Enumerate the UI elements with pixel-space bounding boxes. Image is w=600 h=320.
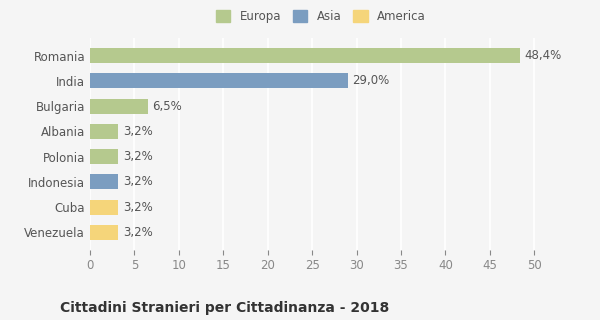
Legend: Europa, Asia, America: Europa, Asia, America xyxy=(213,6,429,27)
Text: 3,2%: 3,2% xyxy=(123,150,152,163)
Bar xyxy=(90,48,520,63)
Text: 3,2%: 3,2% xyxy=(123,226,152,239)
Bar xyxy=(90,99,148,114)
Bar xyxy=(90,124,118,139)
Text: 29,0%: 29,0% xyxy=(352,74,389,87)
Text: 3,2%: 3,2% xyxy=(123,125,152,138)
Bar xyxy=(90,200,118,215)
Text: 6,5%: 6,5% xyxy=(152,100,182,113)
Text: 3,2%: 3,2% xyxy=(123,175,152,188)
Text: 3,2%: 3,2% xyxy=(123,201,152,214)
Bar xyxy=(90,225,118,240)
Bar xyxy=(90,149,118,164)
Bar xyxy=(90,73,347,88)
Text: Cittadini Stranieri per Cittadinanza - 2018: Cittadini Stranieri per Cittadinanza - 2… xyxy=(60,301,389,315)
Bar xyxy=(90,174,118,189)
Text: 48,4%: 48,4% xyxy=(524,49,562,62)
